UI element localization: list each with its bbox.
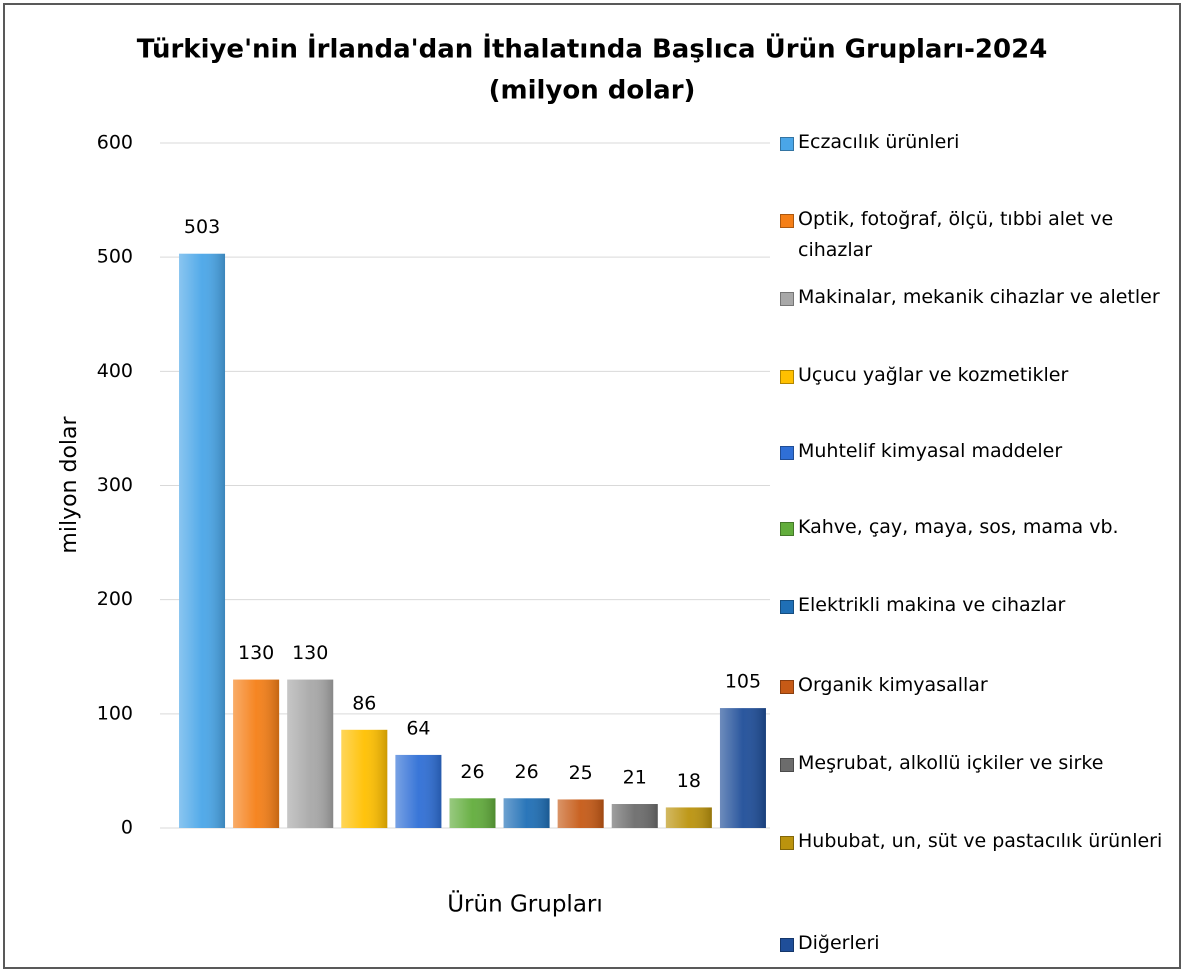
- bar-shading: [179, 253, 226, 828]
- data-label: 25: [569, 762, 593, 784]
- legend-swatch: [780, 214, 794, 228]
- legend-item: Optik, fotoğraf, ölçü, tıbbi alet ve cih…: [780, 204, 1175, 266]
- legend-swatch: [780, 758, 794, 772]
- legend-label: Hububat, un, süt ve pastacılık ürünleri: [798, 830, 1163, 852]
- legend-swatch: [780, 137, 794, 151]
- y-tick-label: 0: [121, 817, 133, 839]
- legend-label: Muhtelif kimyasal maddeler: [798, 440, 1063, 462]
- legend-label: Optik, fotoğraf, ölçü, tıbbi alet ve cih…: [798, 208, 1114, 261]
- data-label: 130: [238, 642, 274, 664]
- data-label: 105: [725, 671, 761, 693]
- bar-shading: [341, 729, 388, 828]
- bar-shading: [395, 754, 442, 828]
- chart-subtitle: (milyon dolar): [489, 76, 696, 106]
- legend-label: Eczacılık ürünleri: [798, 131, 960, 153]
- legend-item: Kahve, çay, maya, sos, mama vb.: [780, 512, 1175, 543]
- legend-label: Diğerleri: [798, 932, 880, 954]
- data-label: 18: [677, 770, 701, 792]
- bar-shading: [449, 798, 496, 828]
- legend-swatch: [780, 370, 794, 384]
- legend-item: Organik kimyasallar: [780, 670, 1175, 701]
- legend-item: Elektrikli makina ve cihazlar: [780, 590, 1175, 621]
- legend-item: Muhtelif kimyasal maddeler: [780, 436, 1175, 467]
- bar-shading: [665, 807, 712, 828]
- frame: [3, 3, 1181, 969]
- legend-label: Uçucu yağlar ve kozmetikler: [798, 364, 1069, 386]
- bar-shading: [503, 798, 550, 828]
- bar-shading: [233, 679, 280, 828]
- legend-label: Meşrubat, alkollü içkiler ve sirke: [798, 752, 1104, 774]
- data-label: 26: [514, 761, 538, 783]
- y-axis-label: milyon dolar: [57, 415, 82, 553]
- data-label: 26: [460, 761, 484, 783]
- y-tick-label: 600: [97, 132, 133, 154]
- bar-shading: [719, 708, 766, 828]
- x-axis-label: Ürün Grupları: [447, 890, 603, 918]
- legend-item: Hububat, un, süt ve pastacılık ürünleri: [780, 826, 1175, 857]
- legend-swatch: [780, 292, 794, 306]
- data-label: 21: [623, 767, 647, 789]
- legend-swatch: [780, 938, 794, 952]
- y-tick-label: 200: [97, 588, 133, 610]
- y-tick-label: 400: [97, 360, 133, 382]
- legend-swatch: [780, 680, 794, 694]
- data-label: 86: [352, 692, 376, 714]
- y-tick-label: 100: [97, 702, 133, 724]
- legend-label: Elektrikli makina ve cihazlar: [798, 594, 1066, 616]
- legend-swatch: [780, 836, 794, 850]
- legend-swatch: [780, 600, 794, 614]
- legend-label: Makinalar, mekanik cihazlar ve aletler: [798, 286, 1160, 308]
- data-label: 64: [406, 717, 430, 739]
- bar-shading: [611, 804, 658, 828]
- legend-swatch: [780, 522, 794, 536]
- data-label: 503: [184, 216, 220, 238]
- legend-label: Organik kimyasallar: [798, 674, 988, 696]
- legend-item: Diğerleri: [780, 928, 1175, 959]
- data-label: 130: [292, 642, 328, 664]
- chart-title: Türkiye'nin İrlanda'dan İthalatında Başl…: [137, 32, 1048, 65]
- legend-label: Kahve, çay, maya, sos, mama vb.: [798, 516, 1119, 538]
- bar-shading: [287, 679, 334, 828]
- legend-swatch: [780, 446, 794, 460]
- y-tick-label: 500: [97, 246, 133, 268]
- bar-shading: [557, 799, 604, 828]
- legend-item: Uçucu yağlar ve kozmetikler: [780, 360, 1175, 391]
- y-tick-label: 300: [97, 474, 133, 496]
- legend-item: Makinalar, mekanik cihazlar ve aletler: [780, 282, 1175, 313]
- legend-item: Eczacılık ürünleri: [780, 127, 1175, 158]
- legend-item: Meşrubat, alkollü içkiler ve sirke: [780, 748, 1175, 779]
